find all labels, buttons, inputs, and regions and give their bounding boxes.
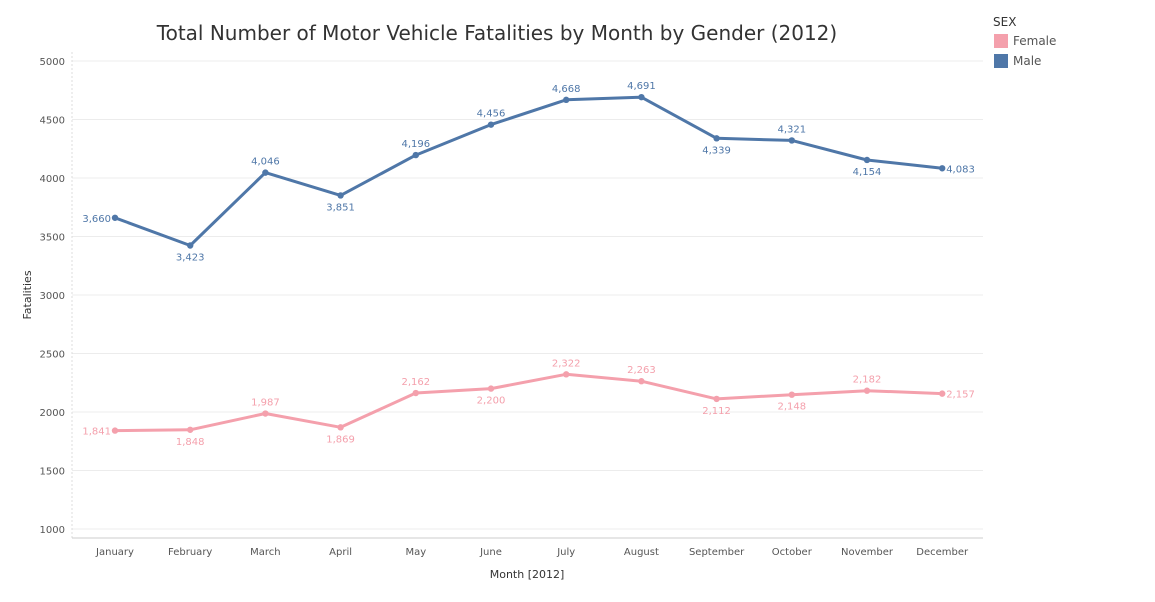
y-tick-label: 4000 [40, 174, 65, 185]
data-label: 2,112 [702, 406, 731, 417]
legend-items: Female Male [994, 34, 1056, 68]
data-label: 3,660 [82, 214, 111, 225]
legend-swatch [994, 54, 1008, 68]
data-label: 4,691 [627, 81, 656, 92]
data-label: 2,263 [627, 365, 656, 376]
data-point [563, 371, 570, 378]
x-tick-label: January [95, 547, 134, 558]
x-tick-label: July [556, 547, 575, 558]
data-point [412, 389, 419, 397]
series-female: 1,841 1,848 1,987 1,869 2,162 2,200 2,322 2,263… [82, 358, 974, 447]
data-label: 1,987 [251, 398, 280, 409]
y-tick-label: 1000 [40, 525, 65, 536]
data-point [187, 242, 194, 249]
data-label: 4,046 [251, 157, 280, 168]
data-point [487, 121, 495, 128]
data-label: 4,321 [777, 124, 806, 135]
data-point [788, 391, 795, 398]
data-label: 2,162 [401, 377, 430, 388]
data-label: 2,157 [946, 390, 975, 401]
data-label: 4,456 [477, 109, 506, 120]
y-axis-label: Fatalities [21, 270, 34, 319]
data-point [412, 151, 419, 159]
data-label: 4,339 [702, 145, 731, 156]
legend-swatch [994, 34, 1008, 48]
data-point [262, 410, 269, 417]
y-tick-label: 3000 [40, 291, 65, 302]
data-point [638, 93, 645, 101]
data-point [337, 424, 344, 431]
data-point [863, 156, 871, 164]
data-point [638, 378, 645, 385]
data-label: 2,182 [853, 375, 882, 386]
data-point [863, 387, 871, 394]
x-tick-label: August [624, 547, 659, 558]
y-axis-ticks: 1000 1500 2000 2500 3000 3500 4000 4500 5000 [40, 57, 65, 536]
data-point [187, 426, 194, 433]
data-label: 3,423 [176, 253, 205, 264]
data-point [487, 385, 495, 392]
legend-label: Male [1013, 54, 1041, 68]
x-tick-label: December [916, 547, 969, 558]
data-label: 1,841 [82, 427, 111, 438]
y-tick-label: 1500 [40, 467, 65, 478]
gridlines [72, 60, 983, 530]
x-tick-label: September [689, 547, 745, 558]
y-tick-label: 3500 [40, 233, 65, 244]
chart-title: Total Number of Motor Vehicle Fatalities… [156, 21, 837, 45]
data-label: 1,848 [176, 437, 205, 448]
legend: SEX Female Male [993, 15, 1056, 68]
data-label: 4,196 [401, 139, 430, 150]
series-layer: 1,841 1,848 1,987 1,869 2,162 2,200 2,322 2,263… [82, 81, 974, 448]
x-tick-label: June [479, 547, 502, 558]
data-point [111, 427, 119, 434]
y-tick-label: 2500 [40, 350, 65, 361]
x-tick-label: November [841, 547, 894, 558]
data-point [788, 137, 795, 144]
x-tick-label: May [405, 547, 426, 558]
data-label: 2,200 [477, 396, 506, 407]
data-point [939, 390, 946, 397]
series-male: 3,660 3,423 4,046 3,851 4,196 4,456 4,668 4,691… [82, 81, 974, 263]
data-label: 4,668 [552, 84, 581, 95]
y-tick-label: 4500 [40, 116, 65, 127]
data-point [262, 169, 269, 176]
data-point [337, 192, 344, 199]
data-point [713, 395, 720, 403]
x-tick-label: February [168, 547, 212, 558]
x-axis-label: Month [2012] [490, 568, 565, 581]
data-label: 3,851 [326, 202, 355, 213]
data-point [713, 135, 720, 142]
legend-title: SEX [993, 15, 1016, 29]
data-label: 2,322 [552, 358, 581, 369]
series-line [113, 95, 944, 247]
series-line [113, 372, 944, 433]
data-label: 4,154 [853, 167, 882, 178]
x-axis-ticks: January February March April May June July Augu… [95, 547, 969, 558]
data-point [939, 165, 946, 172]
data-point [563, 96, 570, 104]
x-tick-label: April [329, 547, 352, 558]
data-label: 4,083 [946, 164, 975, 175]
y-tick-label: 2000 [40, 408, 65, 419]
legend-label: Female [1013, 34, 1056, 48]
x-tick-label: October [772, 547, 813, 558]
data-label: 1,869 [326, 434, 355, 445]
data-label: 2,148 [777, 402, 806, 413]
x-tick-label: March [250, 547, 280, 558]
y-tick-label: 5000 [40, 57, 65, 68]
data-point [111, 214, 119, 221]
